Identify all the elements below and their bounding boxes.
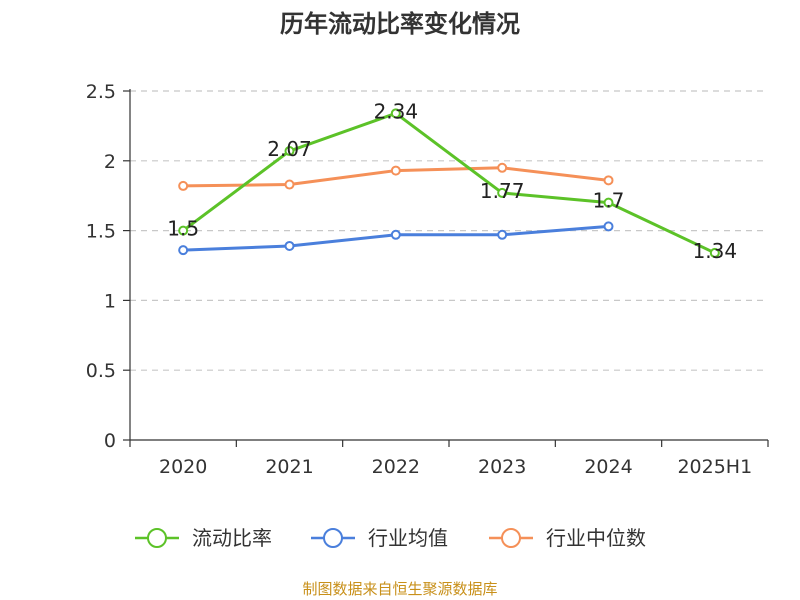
data-point — [603, 175, 614, 186]
legend-swatch-marker — [147, 528, 167, 548]
series-1 — [178, 108, 720, 258]
grid-lines — [130, 90, 768, 371]
data-label: 1.34 — [693, 239, 738, 263]
y-tick-label: 0.5 — [86, 360, 116, 382]
x-tick-label: 2024 — [584, 456, 632, 478]
data-point — [497, 229, 508, 240]
legend-swatch-marker — [501, 528, 521, 548]
axes: 0 0.5 1 1.5 2 2.5 2020 2021 2022 2023 2024 2025H1 — [86, 81, 769, 478]
data-label: 1.77 — [480, 179, 525, 203]
x-tick-label: 2020 — [159, 456, 207, 478]
data-label: 1.5 — [167, 217, 199, 241]
legend-label: 流动比率 — [192, 526, 272, 550]
legend-item-1: 流动比率 — [135, 526, 272, 550]
data-point — [178, 180, 189, 191]
data-label: 2.34 — [374, 99, 419, 123]
y-tick-label: 2 — [104, 151, 116, 173]
x-tick-label: 2022 — [372, 456, 420, 478]
data-point — [284, 240, 295, 251]
data-point — [709, 247, 720, 258]
legend-label: 行业均值 — [368, 526, 448, 550]
legend: 流动比率 行业均值 行业中位数 — [135, 526, 646, 550]
data-point — [603, 221, 614, 232]
data-point — [497, 187, 508, 198]
series-2 — [178, 221, 614, 256]
data-point — [390, 229, 401, 240]
legend-item-2: 行业均值 — [311, 526, 448, 550]
legend-swatch-marker — [323, 528, 343, 548]
series-layer — [178, 108, 720, 258]
data-label: 2.07 — [267, 137, 312, 161]
x-tick-label: 2021 — [265, 456, 313, 478]
x-tick-label: 2023 — [478, 456, 526, 478]
data-point — [603, 197, 614, 208]
series-3 — [178, 162, 614, 191]
y-tick-label: 2.5 — [86, 81, 116, 103]
data-label: 1.7 — [593, 189, 625, 213]
data-point — [178, 225, 189, 236]
data-point — [390, 108, 401, 119]
x-tick-label: 2025H1 — [677, 456, 752, 478]
legend-label: 行业中位数 — [546, 526, 646, 550]
source-note: 制图数据来自恒生聚源数据库 — [302, 580, 497, 598]
data-point — [284, 146, 295, 157]
legend-item-3: 行业中位数 — [489, 526, 646, 550]
y-tick-label: 0 — [104, 430, 116, 452]
y-tick-label: 1 — [104, 290, 116, 312]
data-point — [284, 179, 295, 190]
data-point — [497, 162, 508, 173]
series-line — [182, 111, 716, 255]
data-point — [178, 245, 189, 256]
data-point — [390, 165, 401, 176]
data-labels: 1.5 2.07 2.34 1.77 1.7 1.34 — [167, 99, 737, 263]
chart-title: 历年流动比率变化情况 — [280, 10, 520, 38]
y-tick-label: 1.5 — [86, 221, 116, 243]
